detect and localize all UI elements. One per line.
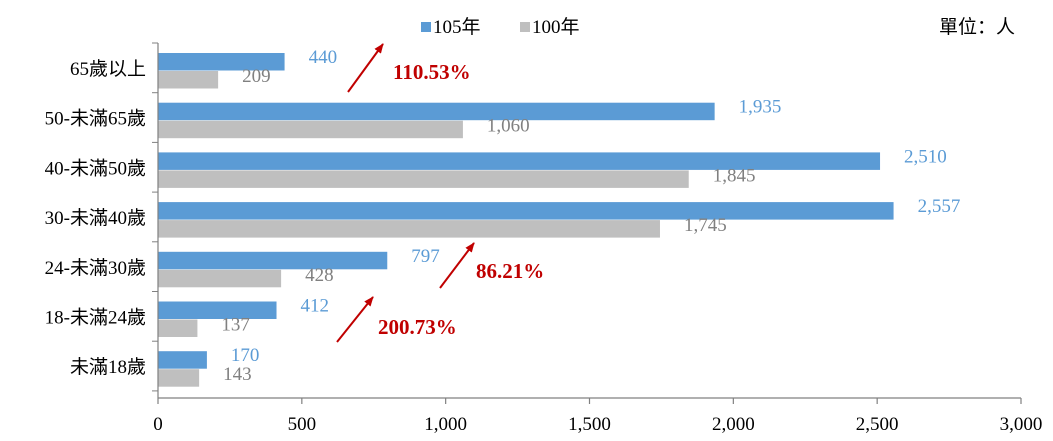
bar: [158, 220, 660, 238]
plot-area: 65歲以上 440 209 50-未滿65歲 1,935 1,060 40-未滿50歲 2,5…: [45, 42, 1043, 435]
bar: [158, 369, 200, 387]
growth-annotation: 200.73%: [378, 315, 457, 339]
x-tick-label: 2,000: [712, 414, 755, 435]
bar: [158, 319, 198, 337]
x-tick-label: 3,000: [1000, 414, 1043, 435]
category-label: 40-未滿50歲: [45, 157, 146, 179]
growth-annotation: 110.53%: [393, 60, 471, 84]
bar: [158, 120, 463, 139]
growth-annotation: 86.21%: [476, 259, 544, 283]
data-label: 1,845: [713, 165, 756, 186]
category-label: 24-未滿30歲: [45, 257, 146, 279]
growth-arrow: [439, 242, 475, 289]
chart-legend: 105年 100年: [421, 16, 580, 38]
legend-label-series-1: 105年: [433, 16, 481, 38]
legend-label-series-2: 100年: [532, 16, 580, 38]
bar: [158, 251, 388, 270]
growth-arrow: [336, 296, 374, 343]
category-label: 未滿18歲: [70, 356, 146, 378]
bar: [158, 152, 881, 170]
data-label: 170: [231, 345, 259, 366]
bar: [158, 71, 219, 89]
bar: [158, 351, 207, 369]
bar: [158, 102, 715, 121]
legend-swatch-series-2: [520, 22, 530, 32]
data-label: 440: [309, 47, 338, 68]
x-tick-label: 1,500: [568, 414, 611, 435]
x-tick-label: 2,500: [856, 414, 899, 435]
x-tick-label: 0: [153, 414, 163, 435]
bar: [158, 269, 282, 288]
data-label: 1,935: [739, 97, 782, 118]
bar: [158, 53, 285, 71]
x-tick-label: 1,000: [424, 414, 467, 435]
data-label: 797: [411, 246, 440, 267]
data-label: 2,510: [904, 146, 947, 167]
data-label: 2,557: [918, 196, 961, 217]
data-label: 209: [242, 66, 270, 87]
data-label: 428: [305, 265, 334, 286]
bar: [158, 202, 894, 220]
data-label: 143: [223, 364, 252, 385]
data-label: 412: [301, 296, 330, 317]
bar: [158, 170, 689, 188]
category-label: 50-未滿65歲: [45, 108, 146, 130]
legend-swatch-series-1: [421, 22, 431, 32]
growth-arrow: [347, 43, 384, 93]
category-label: 30-未滿40歲: [45, 207, 146, 229]
data-label: 137: [221, 315, 250, 336]
category-label: 18-未滿24歲: [45, 307, 146, 329]
category-label: 65歲以上: [70, 58, 146, 80]
bar: [158, 301, 277, 319]
x-tick-label: 500: [288, 414, 317, 435]
data-label: 1,745: [684, 215, 727, 236]
data-label: 1,060: [487, 116, 530, 137]
unit-label: 單位：人: [939, 16, 1015, 38]
